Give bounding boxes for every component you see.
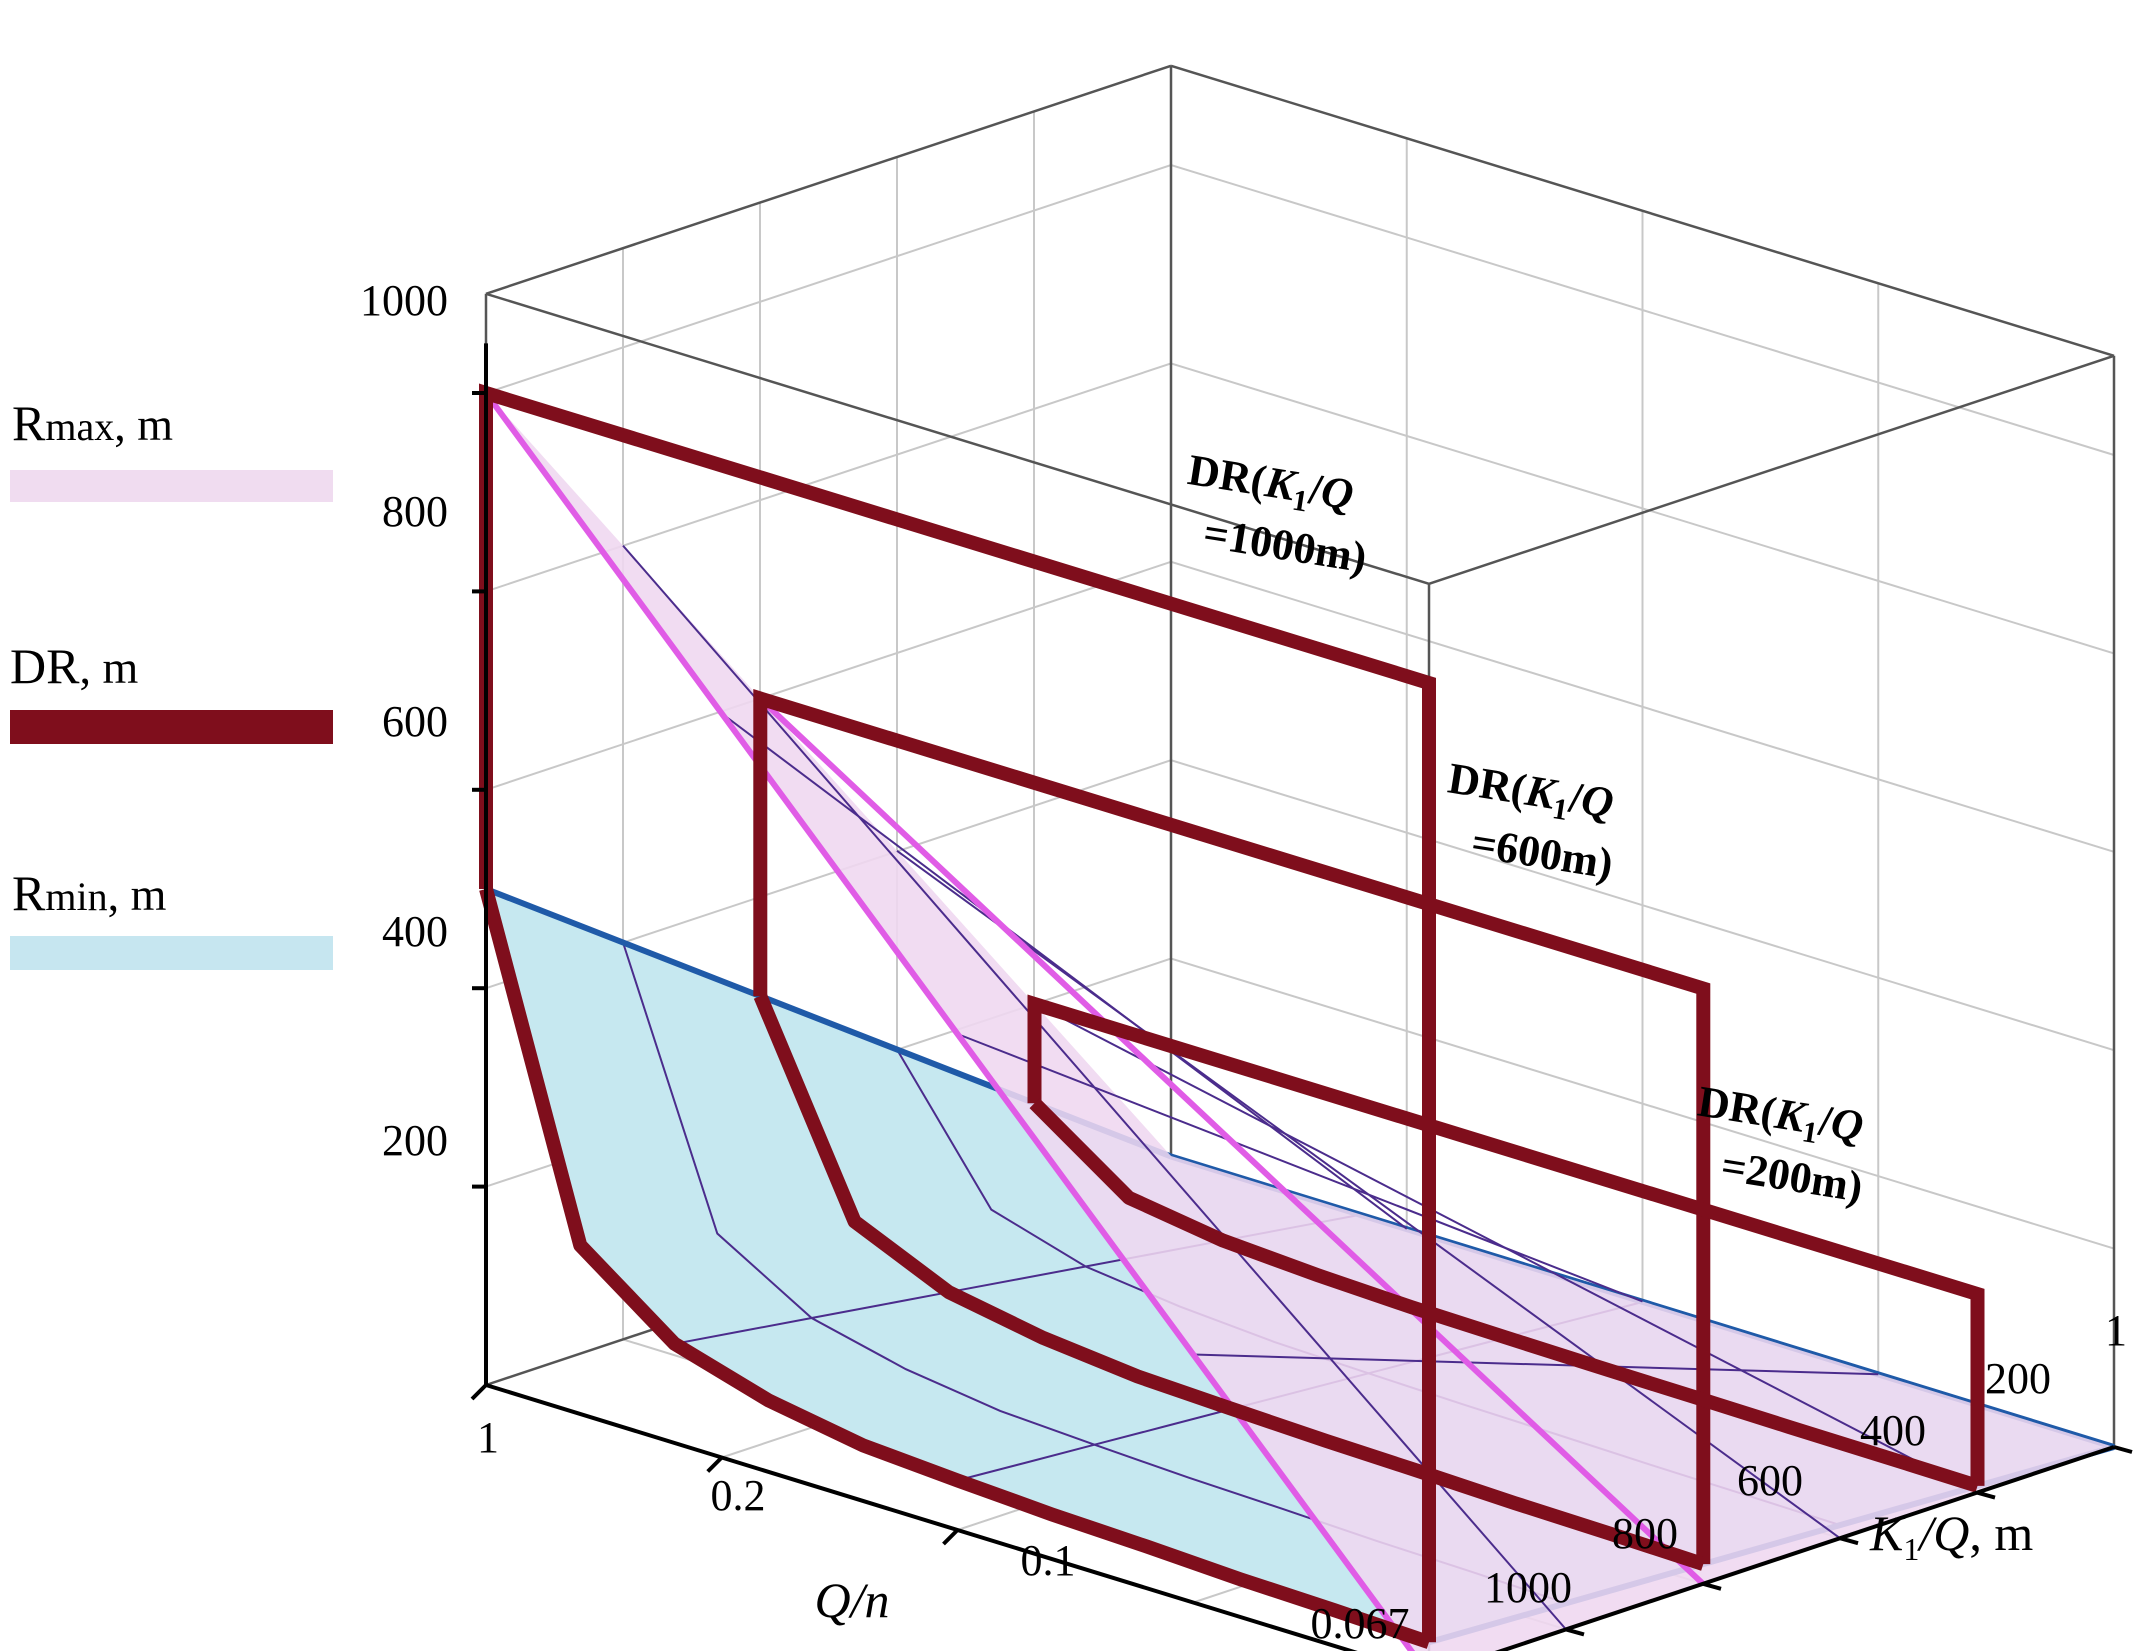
y-tick-mark bbox=[1839, 1536, 1859, 1546]
svg-text:DR(K1/Q: DR(K1/Q bbox=[1694, 1077, 1867, 1157]
edge-rmax bbox=[483, 391, 1416, 1651]
chart-axes bbox=[470, 343, 2133, 1651]
annotation-dr-200: DR(K1/Q =200m) bbox=[1694, 1077, 1867, 1212]
legend-swatch-rmin bbox=[10, 936, 333, 970]
x-tick-label: 0.1 bbox=[1021, 1536, 1076, 1585]
mesh-line-rmax bbox=[957, 1033, 1643, 1303]
legend-swatch-rmax bbox=[10, 470, 333, 502]
svg-text:Rmin, m: Rmin, m bbox=[12, 865, 167, 921]
z-tick-label: 1000 bbox=[360, 276, 448, 325]
chart-dr-curves bbox=[479, 383, 1985, 1649]
axis-y-line bbox=[1494, 1445, 2115, 1651]
legend-item-rmax: Rmax, m bbox=[10, 395, 333, 502]
y-tick-mark bbox=[2113, 1445, 2133, 1454]
mesh-line-rmax bbox=[1193, 1353, 1879, 1376]
x-tick-mark bbox=[942, 1528, 959, 1546]
y-axis-label-rest: , m bbox=[1969, 1505, 2033, 1561]
dr-curve-1000 bbox=[479, 887, 1432, 1649]
frame-edge bbox=[485, 64, 1172, 295]
frame-edge bbox=[1170, 64, 2115, 357]
svg-text:=1000m): =1000m) bbox=[1200, 508, 1370, 582]
x-tick-mark bbox=[470, 1383, 488, 1401]
y-tick-label: 200 bbox=[1985, 1354, 2051, 1403]
chart-surfaces bbox=[483, 391, 2115, 1651]
x-axis-label-italic: Q bbox=[814, 1572, 850, 1628]
legend-item-rmin: Rmin, m bbox=[10, 865, 333, 970]
z-tick-label: 200 bbox=[382, 1116, 448, 1165]
dr-frame-200 bbox=[1027, 994, 1985, 1486]
y-axis-label: K1/Q, m bbox=[1869, 1505, 2033, 1567]
annotation-dr-1000: DR(K1/Q =1000m) bbox=[1184, 445, 1370, 582]
mesh-line-rmax bbox=[721, 712, 1408, 1230]
x-tick-label: 0.067 bbox=[1311, 1599, 1410, 1648]
annotation-dr-600: DR(K1/Q =600m) bbox=[1444, 753, 1617, 889]
svg-text:DR(K1/Q: DR(K1/Q bbox=[1184, 445, 1357, 525]
z-tick-label: 400 bbox=[382, 907, 448, 956]
svg-text:Rmax, m: Rmax, m bbox=[12, 395, 173, 451]
legend: Rmax, m DR, m Rmin, m bbox=[10, 395, 333, 970]
svg-text:=600m): =600m) bbox=[1468, 818, 1616, 889]
dr-curve-600 bbox=[753, 993, 1706, 1571]
y-axis-label-q: /Q bbox=[1916, 1505, 1969, 1561]
y-tick-label: 800 bbox=[1612, 1509, 1678, 1558]
y-axis-label-sub: 1 bbox=[1903, 1531, 1919, 1567]
dr-curve-200 bbox=[1029, 1098, 1980, 1493]
x-tick-mark bbox=[706, 1456, 724, 1473]
frame-edge bbox=[1428, 354, 2115, 585]
z-axis-ticks: 200 400 600 800 1000 bbox=[360, 276, 448, 1165]
y-tick-label: 1000 bbox=[1484, 1563, 1572, 1612]
y-tick-label: 1 bbox=[2105, 1306, 2127, 1355]
svg-text:=200m): =200m) bbox=[1718, 1141, 1866, 1212]
y-tick-label: 600 bbox=[1737, 1456, 1803, 1505]
svg-text:DR, m: DR, m bbox=[10, 638, 138, 694]
z-tick-label: 600 bbox=[382, 697, 448, 746]
y-axis-label-k: K bbox=[1869, 1505, 1906, 1561]
y-axis-ticks: 1 200 400 600 800 1000 bbox=[1484, 1306, 2127, 1612]
legend-item-dr: DR, m bbox=[10, 638, 333, 744]
y-tick-label: 400 bbox=[1860, 1406, 1926, 1455]
legend-swatch-dr bbox=[10, 710, 333, 744]
x-tick-label: 1 bbox=[477, 1413, 499, 1462]
x-axis-label: Q/n bbox=[814, 1572, 889, 1628]
x-axis-label-rest: /n bbox=[848, 1572, 890, 1628]
z-tick-label: 800 bbox=[382, 487, 448, 536]
x-tick-label: 0.2 bbox=[711, 1471, 766, 1520]
edge-rmax bbox=[757, 696, 1706, 1586]
gridline bbox=[485, 163, 2115, 456]
y-tick-mark bbox=[1702, 1581, 1722, 1591]
y-tick-mark bbox=[1565, 1627, 1585, 1637]
frame-edge bbox=[485, 292, 1430, 585]
dr-frame-600 bbox=[753, 689, 1711, 1565]
x-axis-ticks: 1 0.2 0.1 0.067 bbox=[477, 1413, 1410, 1648]
y-tick-mark bbox=[1976, 1490, 1996, 1500]
svg-text:DR(K1/Q: DR(K1/Q bbox=[1444, 753, 1617, 833]
